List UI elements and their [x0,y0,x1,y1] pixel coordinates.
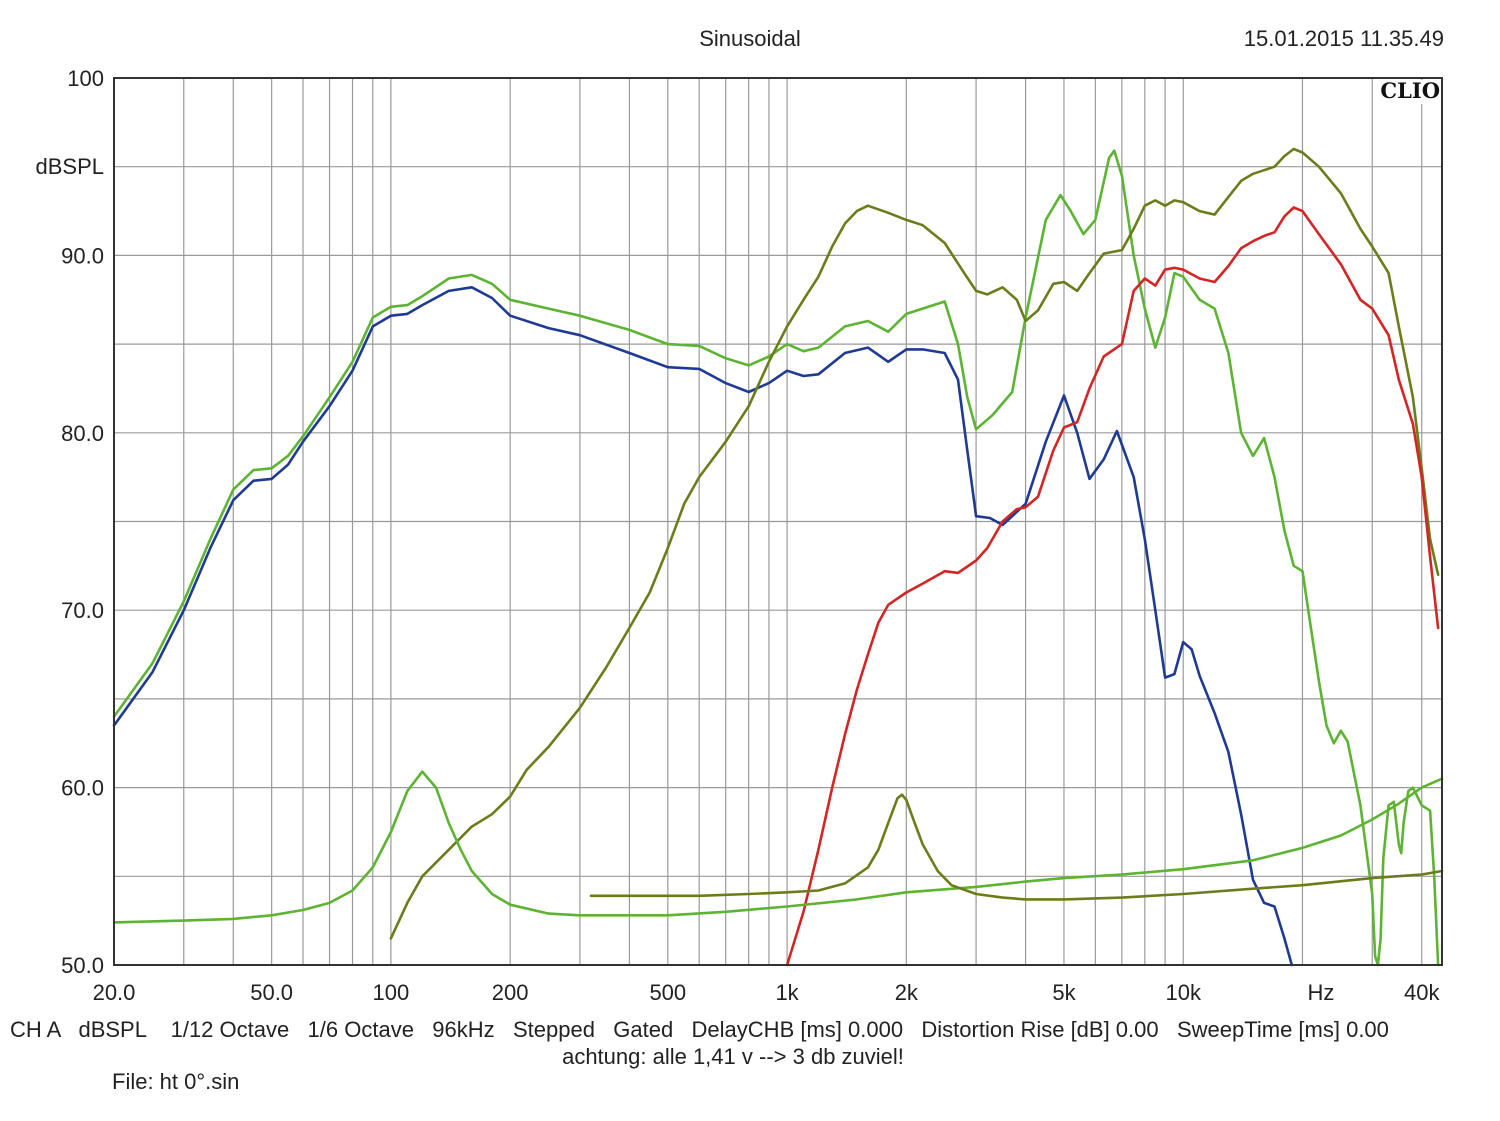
series-line-5 [112,770,1444,924]
x-tick-label: 1k [775,980,799,1005]
x-tick-labels: 20.0 50.0 100 200 500 1k 2k 5k 10k 40k [93,980,1441,1005]
x-tick-label: 500 [649,980,686,1005]
x-axis-label: Hz [1308,980,1335,1005]
plot-frame [113,77,1443,966]
y-tick-label: 90.0 [61,243,104,268]
x-tick-label: 40k [1404,980,1440,1005]
series-line-1 [112,286,1294,967]
x-tick-label: 10k [1165,980,1201,1005]
y-tick-labels: 100 90.0 80.0 70.0 60.0 50.0 [61,66,104,978]
x-tick-label: 100 [373,980,410,1005]
logo-background [1376,80,1440,104]
y-tick-label: 60.0 [61,776,104,801]
x-tick-label: 50.0 [250,980,293,1005]
measurement-settings: CH A dBSPL 1/12 Octave 1/6 Octave 96kHz … [10,1017,1389,1042]
chart-series [112,147,1444,967]
x-tick-label: 5k [1052,980,1076,1005]
series-line-2 [112,149,1440,967]
series-line-3 [389,147,1440,940]
y-tick-label: 80.0 [61,421,104,446]
measurement-note: achtung: alle 1,41 v --> 3 db zuviel! [562,1044,904,1069]
file-name: File: ht 0°.sin [112,1069,240,1094]
clio-logo: CLIO [1380,78,1440,103]
x-tick-label: 20.0 [93,980,136,1005]
y-tick-label: 50.0 [61,953,104,978]
y-tick-label: 70.0 [61,598,104,623]
chart-title: Sinusoidal [699,26,801,51]
series-line-6 [589,793,1444,901]
chart-grid [114,78,1442,965]
y-tick-label: 100 [67,66,104,91]
x-tick-label: 2k [895,980,919,1005]
y-axis-label: dBSPL [36,154,105,179]
timestamp: 15.01.2015 11.35.49 [1243,26,1444,51]
series-line-4 [785,206,1440,967]
x-tick-label: 200 [492,980,529,1005]
